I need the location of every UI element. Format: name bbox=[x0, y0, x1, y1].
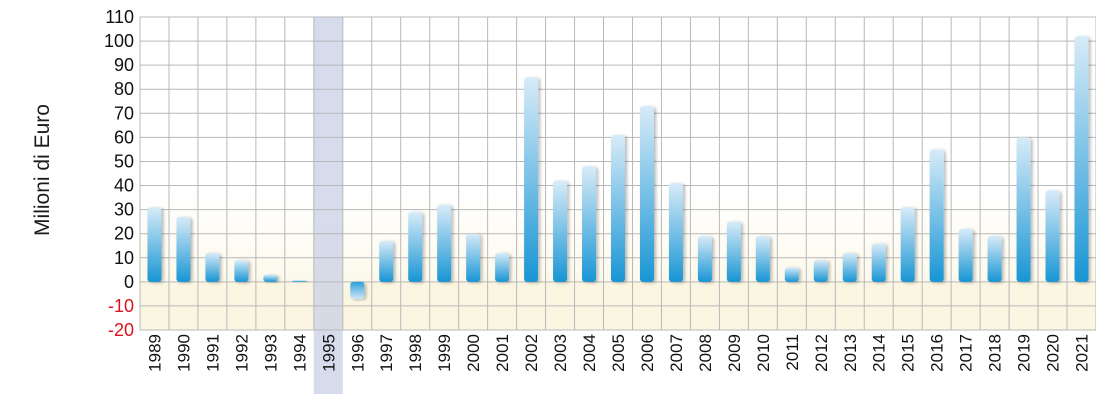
x-tick-label: 2007 bbox=[667, 334, 686, 372]
bar bbox=[668, 183, 683, 282]
x-tick-label: 2016 bbox=[928, 334, 947, 372]
x-tick-label: 1994 bbox=[290, 334, 309, 372]
x-tick-label: 2014 bbox=[870, 334, 889, 372]
x-tick-label: 2004 bbox=[580, 334, 599, 372]
x-tick-label: 1996 bbox=[348, 334, 367, 372]
y-tick-label: 80 bbox=[114, 79, 134, 99]
bar bbox=[582, 166, 597, 282]
y-tick-label: 0 bbox=[124, 272, 134, 292]
x-tick-label: 1995 bbox=[319, 334, 338, 372]
x-tick-label: 2015 bbox=[899, 334, 918, 372]
bar bbox=[524, 77, 539, 282]
x-tick-label: 1999 bbox=[435, 334, 454, 372]
y-tick-label: 60 bbox=[114, 127, 134, 147]
bar bbox=[379, 240, 394, 282]
bar bbox=[408, 212, 423, 282]
x-tick-label: 2011 bbox=[783, 334, 802, 371]
bar bbox=[871, 243, 886, 282]
x-tick-label: 2018 bbox=[986, 334, 1005, 372]
bar bbox=[726, 221, 741, 282]
x-tick-label: 1991 bbox=[203, 334, 222, 372]
y-tick-label: 30 bbox=[114, 200, 134, 220]
y-tick-labels: -20 -10 0 10 20 30 40 50 60 70 80 90 100 110 bbox=[104, 7, 134, 340]
bar bbox=[147, 207, 162, 282]
y-tick-label: -10 bbox=[108, 296, 134, 316]
bar bbox=[292, 280, 307, 282]
bar bbox=[813, 260, 828, 282]
x-tick-label: 1998 bbox=[406, 334, 425, 372]
bar bbox=[553, 180, 568, 282]
highlight-column bbox=[313, 17, 343, 394]
x-tick-label: 2009 bbox=[725, 334, 744, 372]
y-axis-label: Milioni di Euro bbox=[31, 104, 54, 236]
bar bbox=[1045, 190, 1060, 282]
bar bbox=[958, 228, 973, 282]
y-axis-title: Milioni di Euro bbox=[28, 104, 58, 236]
plot-border bbox=[139, 16, 1096, 331]
x-tick-label: 2013 bbox=[841, 334, 860, 372]
x-tick-labels: 1989 1990 1991 1992 1993 1994 1995 1996 1997 1998… bbox=[145, 334, 1091, 372]
x-tick-label: 2005 bbox=[609, 334, 628, 372]
bar bbox=[697, 236, 712, 282]
y-tick-label: 90 bbox=[114, 55, 134, 75]
x-tick-label: 1993 bbox=[261, 334, 280, 372]
x-tick-label: 2001 bbox=[493, 334, 512, 372]
bar bbox=[234, 260, 249, 282]
x-tick-label: 1990 bbox=[174, 334, 193, 372]
bar bbox=[205, 252, 220, 282]
x-tick-label: 2019 bbox=[1015, 334, 1034, 372]
bar bbox=[1016, 137, 1031, 282]
bar bbox=[176, 216, 191, 282]
x-tick-label: 1997 bbox=[377, 334, 396, 372]
x-tick-label: 2012 bbox=[812, 334, 831, 372]
x-tick-label: 2000 bbox=[464, 334, 483, 372]
x-tick-label: 1989 bbox=[145, 334, 164, 372]
bar bbox=[929, 149, 944, 282]
y-tick-label: 70 bbox=[114, 103, 134, 123]
bar bbox=[900, 207, 915, 282]
bar bbox=[987, 236, 1002, 282]
bar bbox=[639, 106, 654, 282]
bar bbox=[350, 281, 365, 299]
bar bbox=[263, 274, 278, 282]
x-tick-label: 2017 bbox=[957, 334, 976, 372]
bar bbox=[495, 252, 510, 282]
x-tick-label: 2006 bbox=[638, 334, 657, 372]
bar bbox=[1074, 36, 1089, 282]
y-tick-label: -20 bbox=[108, 320, 134, 340]
x-tick-label: 2010 bbox=[754, 334, 773, 372]
bar bbox=[842, 252, 857, 282]
y-tick-label: 110 bbox=[105, 7, 134, 27]
bar bbox=[466, 233, 481, 282]
x-tick-label: 2008 bbox=[696, 334, 715, 372]
x-tick-label: 2020 bbox=[1044, 334, 1063, 372]
x-tick-label: 2003 bbox=[551, 334, 570, 372]
x-tick-label: 1992 bbox=[232, 334, 251, 372]
y-tick-label: 40 bbox=[114, 176, 134, 196]
x-tick-label: 2002 bbox=[522, 334, 541, 372]
bar bbox=[755, 236, 770, 282]
y-tick-label: 50 bbox=[114, 151, 134, 171]
y-tick-label: 100 bbox=[104, 31, 134, 51]
bar bbox=[437, 204, 452, 282]
y-tick-label: 20 bbox=[114, 224, 134, 244]
bar bbox=[611, 134, 625, 282]
bar bbox=[784, 267, 799, 282]
x-tick-label: 2021 bbox=[1073, 334, 1092, 372]
bars bbox=[147, 36, 1089, 299]
y-tick-label: 10 bbox=[114, 248, 134, 268]
